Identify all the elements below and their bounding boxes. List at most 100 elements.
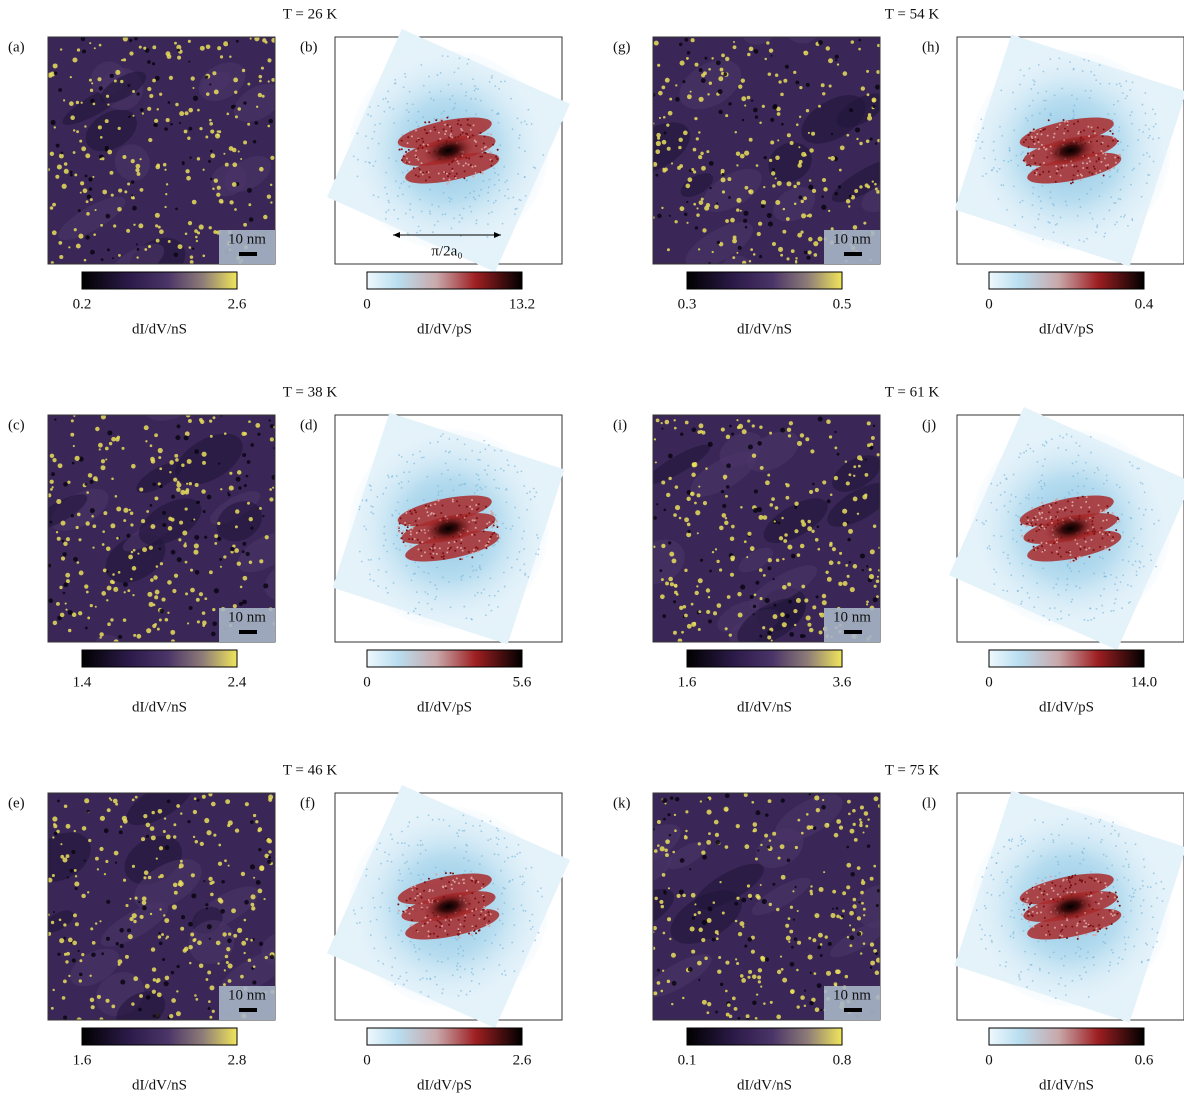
- map-speckle: [863, 942, 866, 945]
- map-speckle: [726, 463, 731, 468]
- fft-speckle-red: [1038, 528, 1040, 530]
- fft-speckle-red: [1044, 549, 1046, 551]
- map-speckle: [135, 897, 138, 900]
- map-speckle: [662, 140, 667, 145]
- fft-speckle: [399, 187, 401, 189]
- fft-speckle: [1126, 851, 1128, 853]
- fft-speckle: [407, 232, 409, 234]
- map-speckle: [685, 830, 687, 832]
- fft-speckle: [1079, 955, 1081, 957]
- fft-speckle: [1034, 819, 1036, 821]
- fft-speckle: [480, 568, 482, 570]
- fft-speckle: [373, 194, 375, 196]
- fft-speckle: [1024, 951, 1026, 953]
- map-speckle: [189, 246, 192, 249]
- fft-speckle-red: [1034, 143, 1036, 145]
- map-speckle: [190, 255, 194, 259]
- map-speckle: [202, 624, 205, 627]
- map-speckle: [169, 1014, 173, 1018]
- map-speckle: [61, 540, 64, 543]
- fft-speckle-red: [471, 925, 473, 927]
- map-speckle: [847, 575, 850, 578]
- temperature-label: T = 46 K: [283, 762, 338, 778]
- map-speckle: [185, 169, 189, 173]
- map-speckle: [207, 495, 212, 500]
- fft-speckle: [1049, 222, 1051, 224]
- fft-speckle: [465, 459, 467, 461]
- map-speckle: [670, 582, 674, 586]
- fft-speckle: [1117, 589, 1119, 591]
- map-speckle: [868, 113, 871, 116]
- fft-speckle-red: [444, 124, 446, 126]
- map-speckle: [781, 875, 786, 880]
- fft-speckle: [422, 116, 424, 118]
- map-speckle: [744, 540, 747, 543]
- fft-speckle: [359, 551, 361, 553]
- fft-speckle: [434, 599, 436, 601]
- map-speckle: [51, 921, 54, 924]
- fft-speckle-red: [1102, 152, 1104, 154]
- map-speckle: [72, 462, 75, 465]
- fft-speckle: [1132, 81, 1134, 83]
- fft-speckle: [369, 579, 371, 581]
- fft-speckle: [436, 74, 438, 76]
- fft-speckle: [1099, 83, 1101, 85]
- fft-speckle-red: [406, 529, 408, 531]
- fft-speckle: [1007, 511, 1009, 513]
- map-speckle: [703, 501, 707, 505]
- fft-speckle: [483, 440, 485, 442]
- map-speckle: [94, 209, 96, 211]
- fft-speckle-red: [487, 911, 489, 913]
- colorbar-unit: dI/dV/pS: [1039, 321, 1094, 337]
- map-speckle: [853, 497, 858, 502]
- map-speckle: [228, 963, 233, 968]
- fft-speckle: [1055, 997, 1057, 999]
- fft-speckle: [1022, 200, 1024, 202]
- fft-speckle-red: [1055, 502, 1057, 504]
- map-speckle: [692, 427, 697, 432]
- map-speckle: [819, 630, 823, 634]
- fft-speckle-red: [411, 135, 413, 137]
- map-speckle: [52, 816, 57, 821]
- colorbar: [687, 650, 842, 667]
- map-speckle: [109, 797, 111, 799]
- fft-speckle: [443, 192, 445, 194]
- map-speckle: [781, 968, 784, 971]
- fft-speckle-red: [1112, 915, 1114, 917]
- fft-speckle: [498, 854, 500, 856]
- fft-speckle-red: [1112, 167, 1114, 169]
- fft-speckle: [461, 484, 463, 486]
- map-speckle: [136, 634, 141, 639]
- fft-speckle: [448, 84, 450, 86]
- map-speckle: [232, 162, 237, 167]
- fft-speckle: [485, 614, 487, 616]
- map-speckle: [175, 458, 179, 462]
- map-speckle: [84, 125, 86, 127]
- map-speckle: [212, 608, 215, 611]
- fft-speckle: [996, 509, 998, 511]
- fft-speckle-red: [1103, 510, 1105, 512]
- fft-speckle: [517, 173, 519, 175]
- fft-speckle-red: [438, 173, 440, 175]
- map-speckle: [152, 45, 156, 49]
- map-speckle: [691, 38, 695, 42]
- fft-speckle: [1019, 979, 1021, 981]
- map-speckle: [107, 808, 111, 812]
- map-speckle: [237, 928, 242, 933]
- fft-speckle-red: [415, 155, 417, 157]
- fft-speckle-red: [1080, 506, 1082, 508]
- map-speckle: [735, 958, 737, 960]
- scale-bar: [844, 252, 862, 256]
- fft-speckle: [488, 444, 490, 446]
- fft-speckle-red: [470, 164, 472, 166]
- fft-speckle-red: [1041, 542, 1043, 544]
- map-speckle: [660, 990, 663, 993]
- fft-speckle: [1144, 92, 1146, 94]
- fft-speckle: [1117, 963, 1119, 965]
- fft-speckle: [1000, 482, 1002, 484]
- map-speckle: [832, 547, 836, 551]
- fft-speckle-red: [1050, 507, 1052, 509]
- map-speckle: [91, 1005, 95, 1009]
- map-speckle: [171, 495, 175, 499]
- fft-speckle: [1077, 492, 1079, 494]
